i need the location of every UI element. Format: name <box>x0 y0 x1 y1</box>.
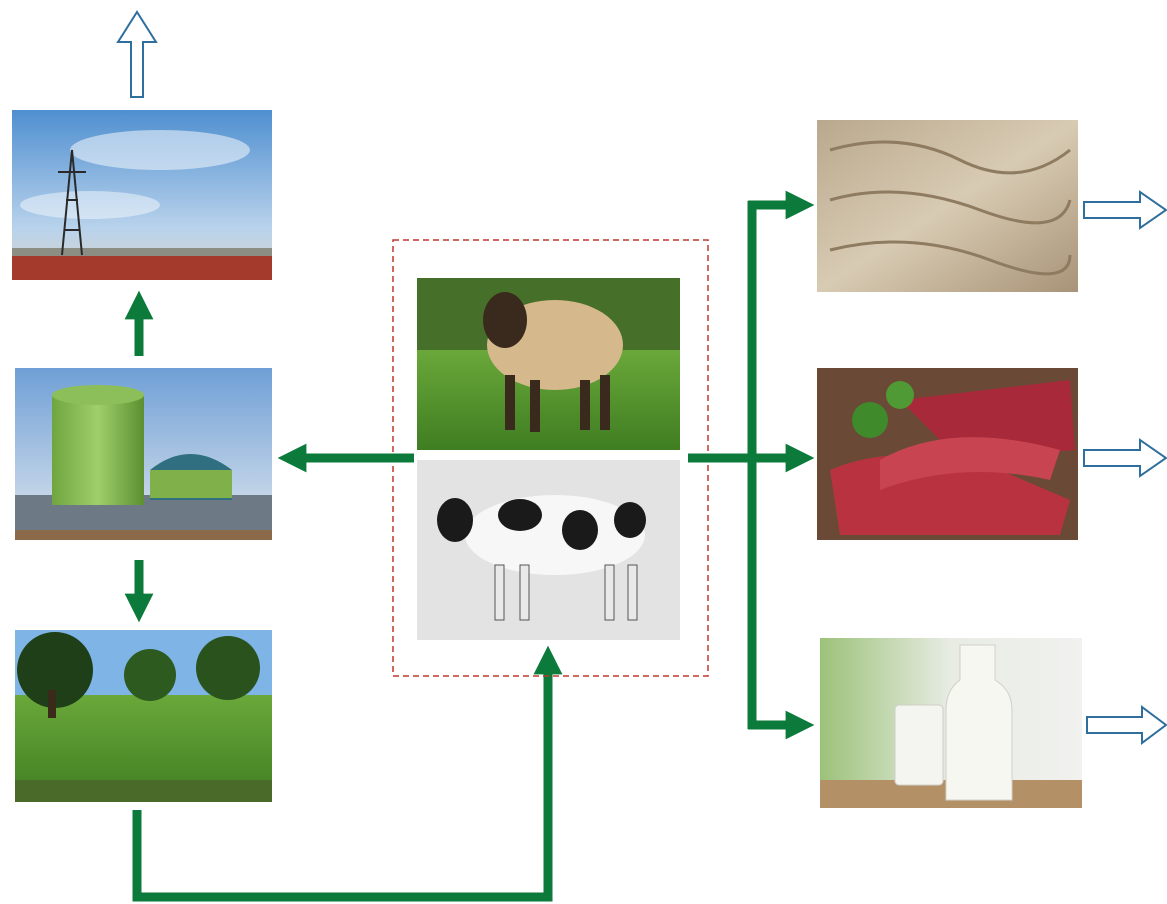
image-meat <box>817 368 1078 540</box>
image-sheep <box>417 278 680 450</box>
image-power <box>12 110 272 280</box>
output-arrow <box>1083 190 1167 230</box>
flow-branch <box>688 190 815 740</box>
image-cow <box>417 460 680 640</box>
output-arrow <box>1086 705 1167 745</box>
image-biogas <box>15 368 272 540</box>
image-milk <box>820 638 1082 808</box>
image-wool <box>817 120 1078 292</box>
output-arrow <box>116 10 158 98</box>
flow-arrow <box>132 645 563 902</box>
output-arrow <box>1083 438 1167 478</box>
image-field <box>15 630 272 802</box>
